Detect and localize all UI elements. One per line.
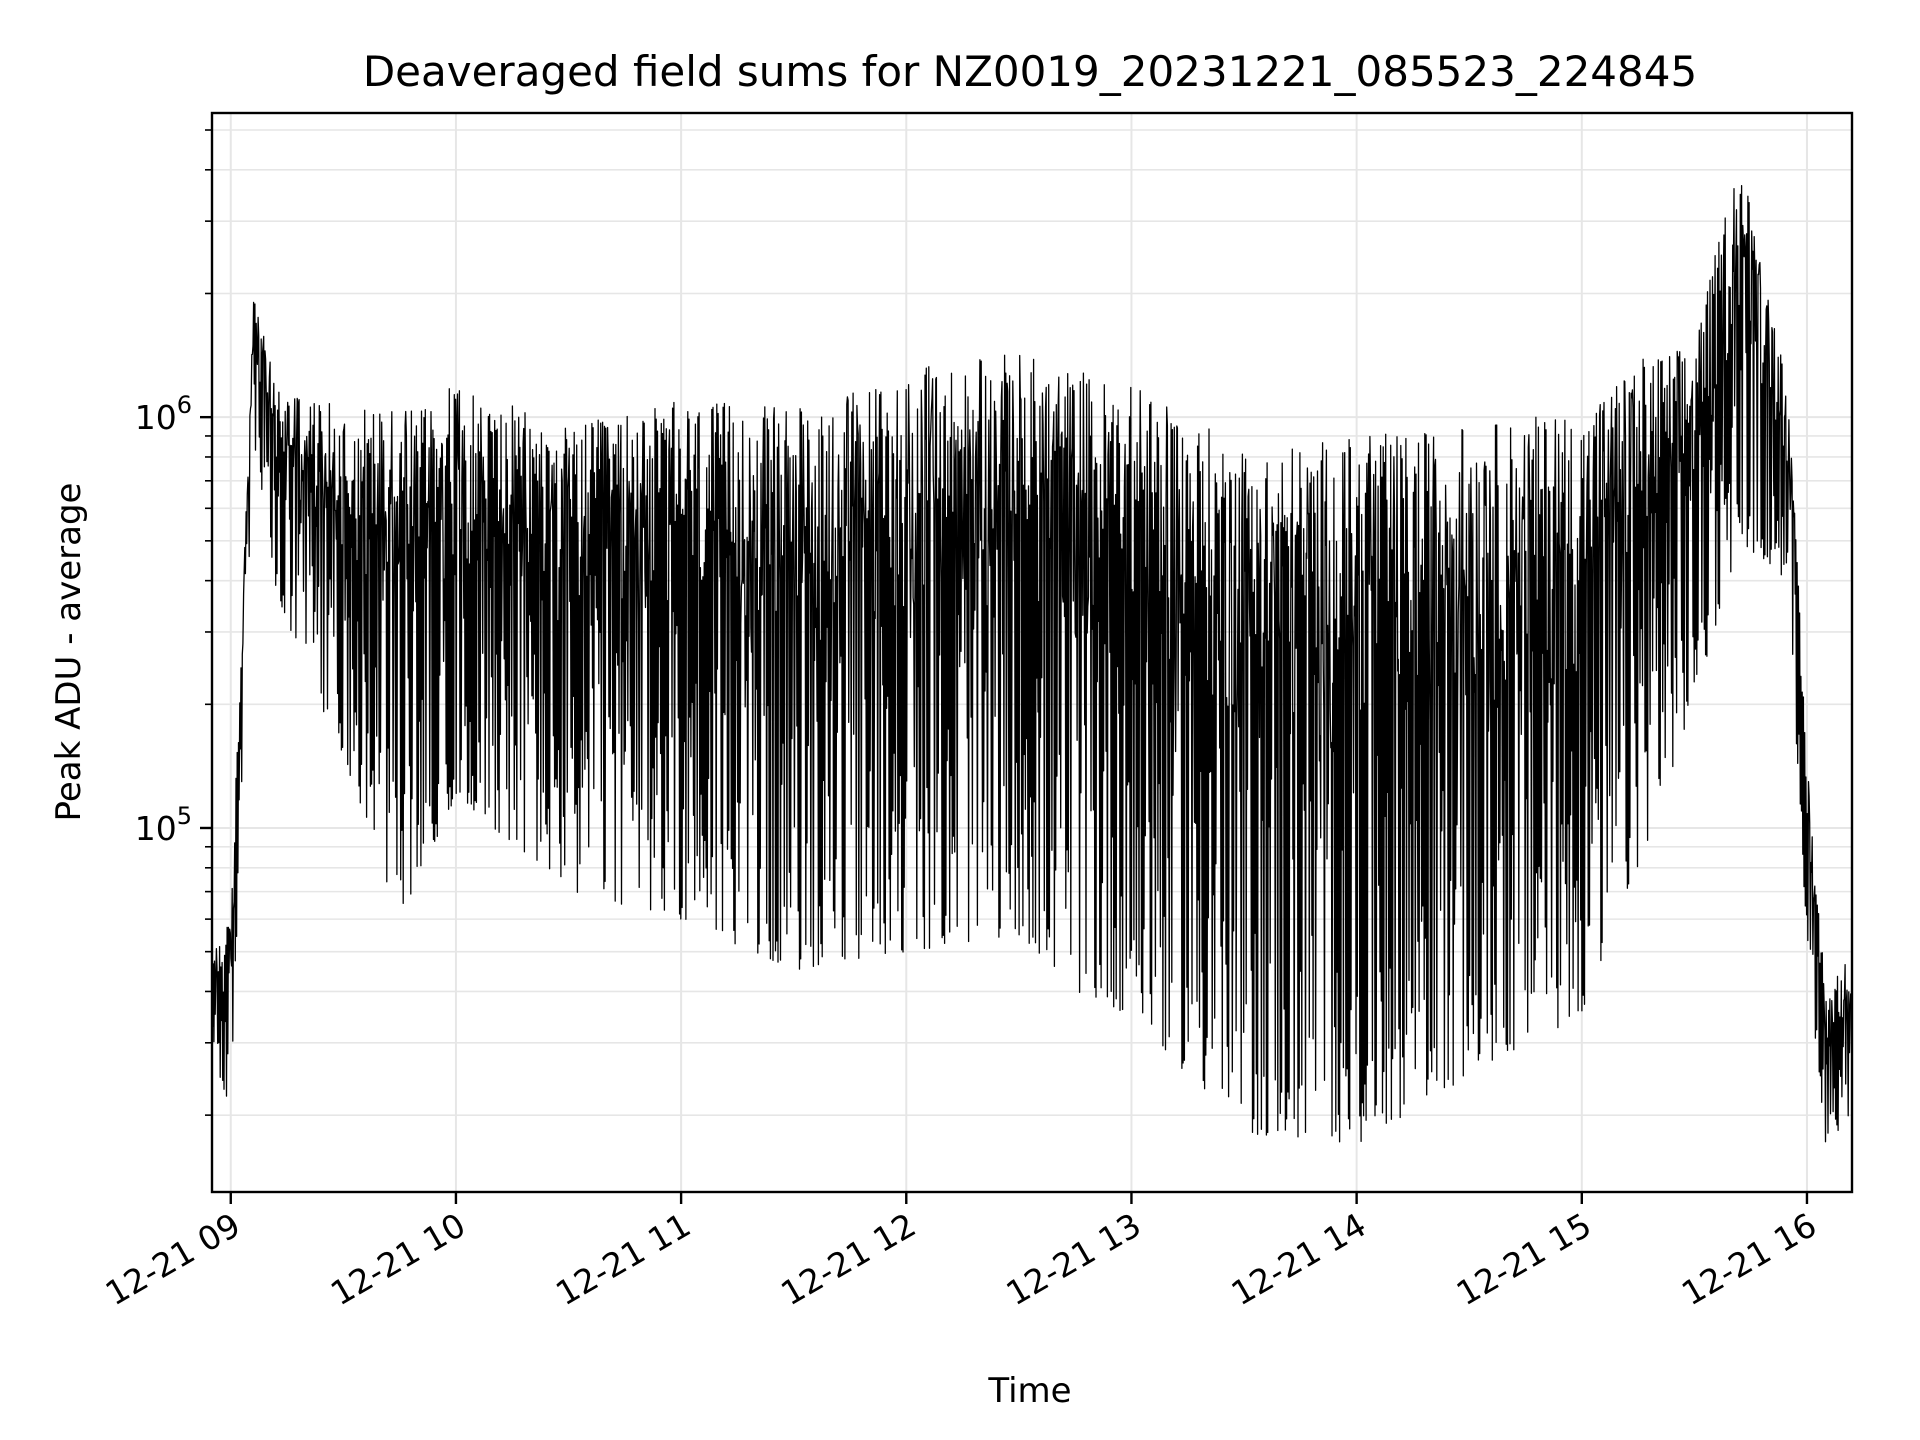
series-line bbox=[211, 185, 1853, 1143]
x-tick-label: 12-21 11 bbox=[549, 1205, 697, 1313]
x-tick-label: 12-21 12 bbox=[774, 1205, 922, 1313]
x-tick-label: 12-21 15 bbox=[1450, 1205, 1598, 1313]
chart-title: Deaveraged field sums for NZ0019_2023122… bbox=[363, 47, 1697, 96]
y-tick-label: 106 bbox=[135, 391, 192, 437]
plot-frame bbox=[210, 111, 1854, 1194]
x-tick-label: 12-21 16 bbox=[1675, 1205, 1823, 1313]
series-layer bbox=[211, 185, 1853, 1143]
x-tick-label: 12-21 13 bbox=[999, 1205, 1147, 1313]
x-tick-label: 12-21 10 bbox=[324, 1205, 472, 1313]
y-axis-label: Peak ADU - average bbox=[49, 483, 89, 822]
x-tick-label: 12-21 09 bbox=[99, 1205, 247, 1313]
x-axis-label: Time bbox=[987, 1371, 1071, 1411]
x-axis: 12-21 09 12-21 10 12-21 11 12-21 12 12-21 13… bbox=[99, 1192, 1823, 1313]
x-tick-label: 12-21 14 bbox=[1225, 1205, 1373, 1313]
y-tick-label: 105 bbox=[135, 802, 192, 848]
y-axis: 105 106 bbox=[135, 129, 212, 1116]
